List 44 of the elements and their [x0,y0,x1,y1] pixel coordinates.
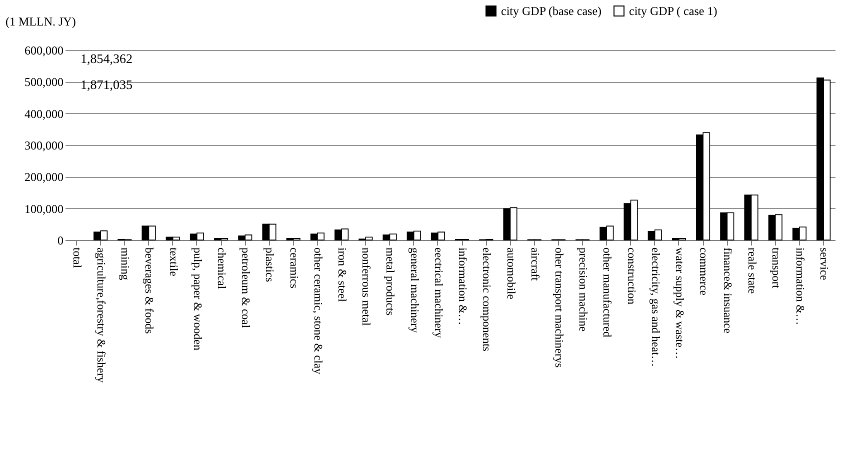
x-tick-label: electronic components [480,248,492,352]
y-tick-label: 100,000 [24,202,64,216]
x-tick-label: petroleum & coal [239,248,252,328]
x-tick-label: commerce [697,248,710,296]
x-tick-label: construction [624,248,637,305]
y-tick-label: 0 [58,234,64,248]
y-tick-label: 300,000 [24,138,64,152]
x-tick-label: plastics [263,248,276,283]
annotation: 1,871,035 [80,77,132,92]
x-tick-label: chemical [215,248,228,290]
x-tick-label: total [70,248,82,268]
legend-label: city GDP ( case 1) [629,4,718,18]
x-tick-label: eectrical machinery [432,248,444,338]
x-tick-label: mining [118,248,131,280]
x-tick-label: nonferrous metal [360,248,372,326]
x-tick-label: service [818,248,830,280]
x-tick-label: aircraft [528,248,540,282]
y-tick-label: 500,000 [24,75,64,90]
x-tick-label: information &… [793,248,806,326]
x-tick-label: precision machine [576,248,589,332]
y-axis-title: (1 MLLN. JY) [6,14,76,28]
x-tick-label: oher transport machinerys [552,248,564,368]
x-tick-label: textile [166,248,179,276]
x-tick-label: electricity, gas and heat… [648,248,661,367]
x-tick-label: beverages & foods [142,248,155,334]
annotation: 1,854,362 [80,51,132,66]
y-tick-label: 400,000 [24,106,64,121]
y-tick-label: 200,000 [24,170,64,184]
x-tick-label: agriculture,forestry & fishery [94,248,107,383]
x-tick-label: ceramics [287,248,300,289]
x-tick-label: general machinery [408,248,420,333]
x-tick-label: iron & steel [336,248,348,302]
x-tick-label: pulp, paper & wooden [190,248,203,351]
x-tick-label: reale state [745,248,758,294]
x-tick-label: water supply & waste… [672,248,685,359]
x-tick-label: finance& insuance [721,248,734,334]
x-tick-label: automobile [504,248,516,300]
legend-label: city GDP (base case) [501,4,602,18]
x-tick-label: metal products [384,248,396,316]
x-tick-label: information &… [456,248,468,326]
x-tick-label: other ceramic, stone & clay [311,248,324,375]
y-tick-label: 600,000 [24,44,64,58]
x-tick-label: transport [769,248,782,290]
x-tick-label: other manufactured [600,248,613,338]
